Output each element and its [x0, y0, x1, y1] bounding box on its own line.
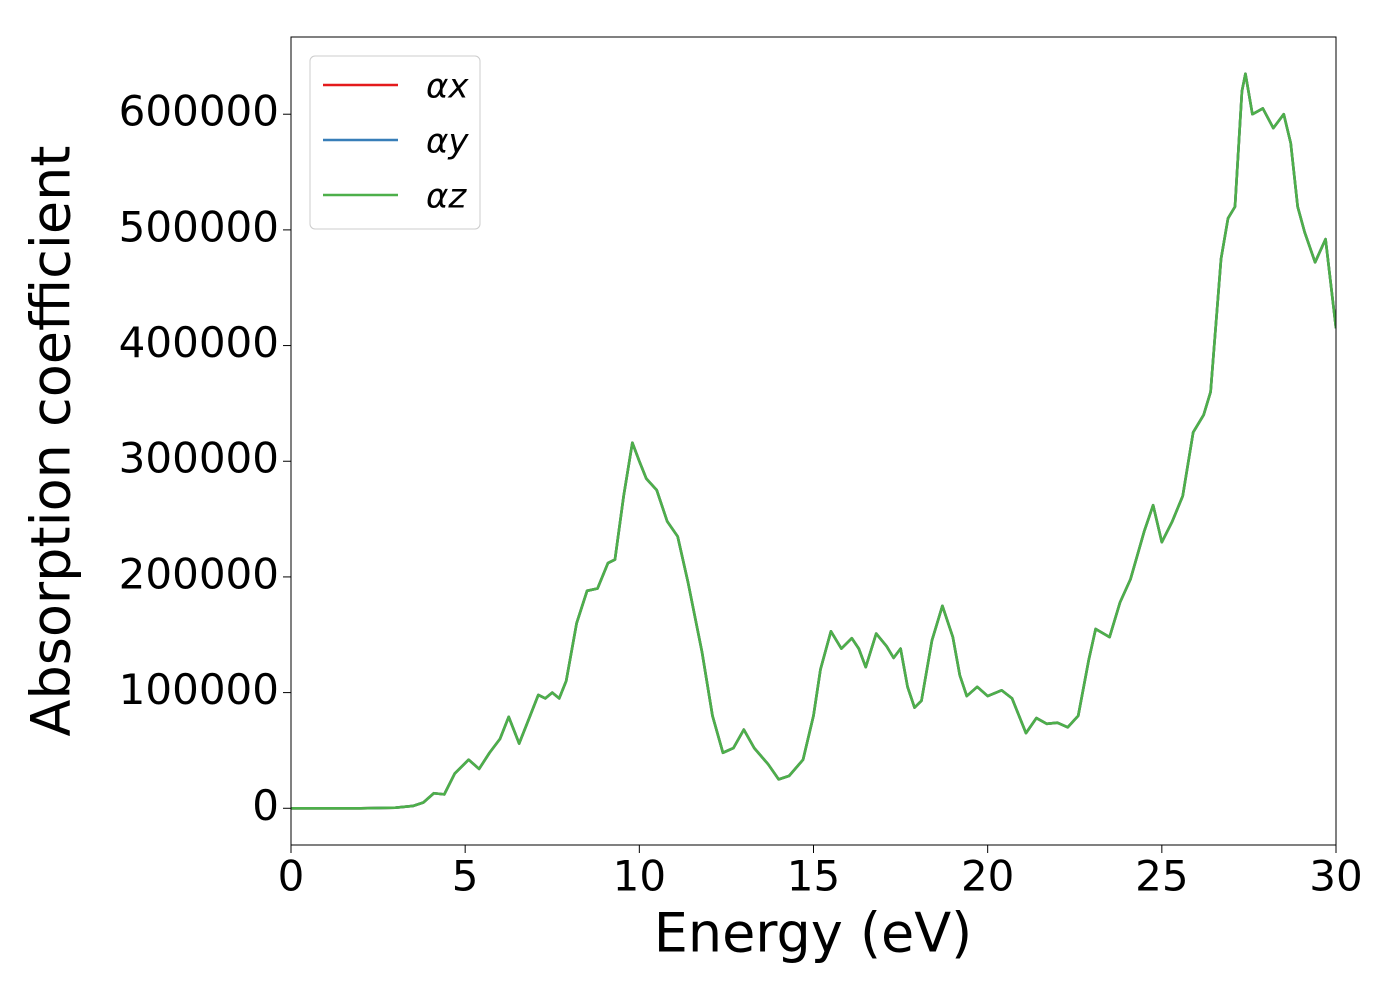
x-tick-label: 0	[278, 852, 305, 901]
y-tick-label: 0	[252, 781, 279, 830]
y-axis-label: Absorption coefficient	[20, 146, 83, 737]
y-tick-label: 300000	[119, 434, 279, 483]
y-tick-label: 100000	[119, 665, 279, 714]
legend-box	[309, 55, 481, 230]
plot-frame	[290, 36, 1337, 846]
y-tick-label: 600000	[119, 87, 279, 136]
legend-label: αy	[426, 122, 469, 162]
y-tick-label: 500000	[119, 202, 279, 251]
x-tick-label: 5	[452, 852, 479, 901]
x-tick-label: 15	[787, 852, 840, 901]
data-line	[291, 72, 1336, 810]
x-tick-label: 30	[1309, 852, 1362, 901]
x-tick-label: 10	[613, 852, 666, 901]
x-axis-label: Energy (eV)	[654, 902, 973, 965]
legend-label: αx	[426, 67, 469, 107]
x-tick-label: 20	[961, 852, 1014, 901]
y-tick-label: 400000	[119, 318, 279, 367]
legend-label: αz	[426, 177, 467, 217]
y-tick-label: 200000	[119, 549, 279, 598]
x-tick-label: 25	[1135, 852, 1188, 901]
